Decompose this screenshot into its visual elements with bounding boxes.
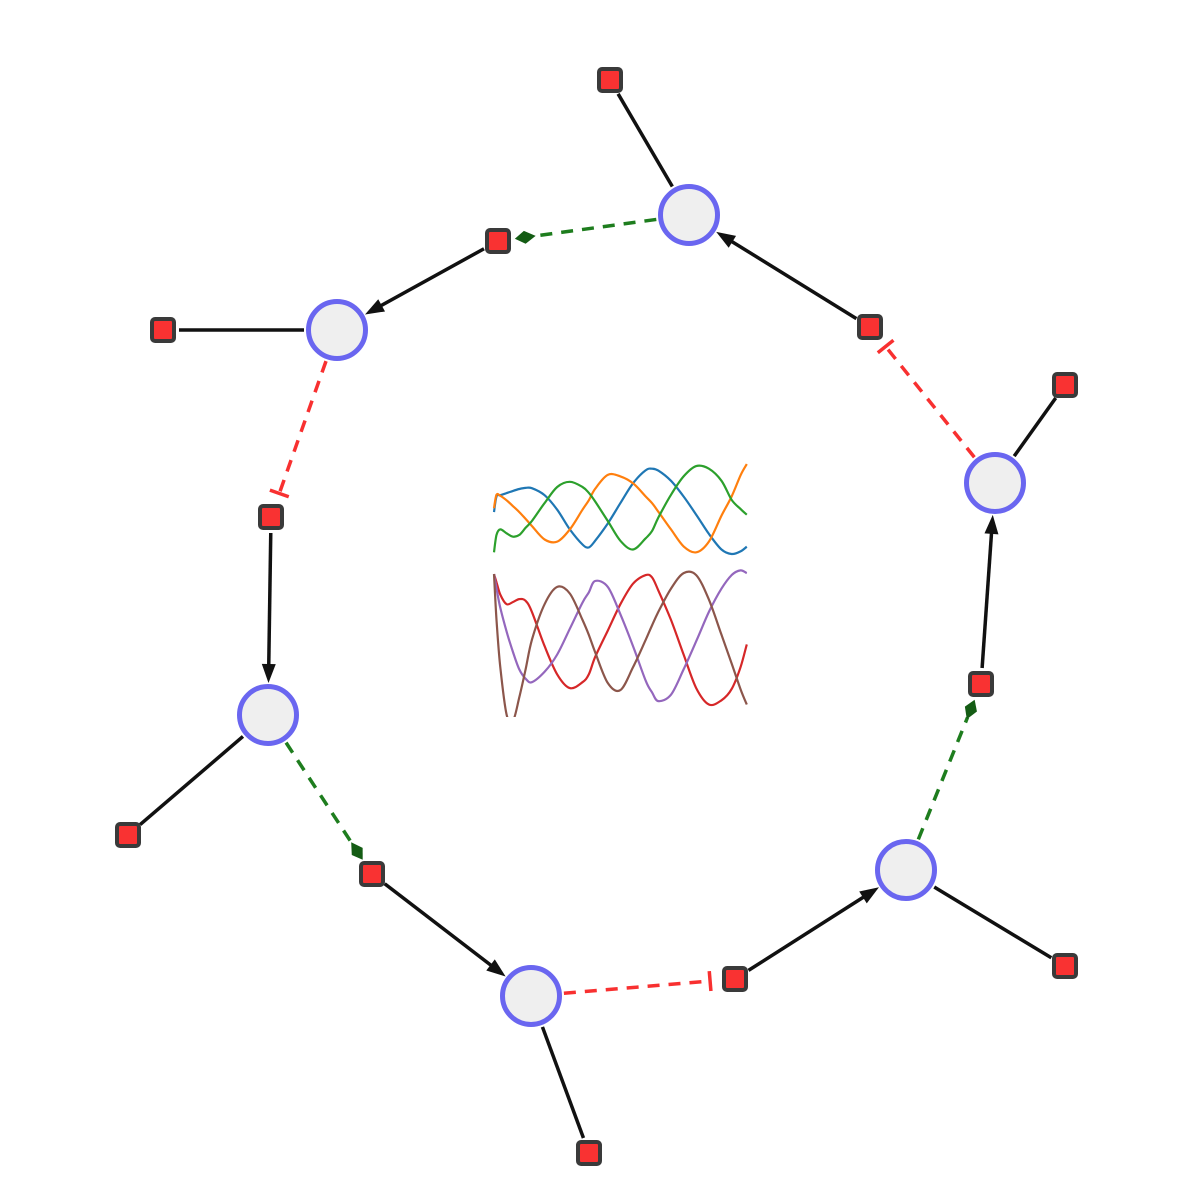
reaction-node-transcription-tetR xyxy=(258,504,284,530)
edge-lacI-mRNA-to-translation-lacI xyxy=(514,217,657,244)
arrowhead-icon xyxy=(365,299,386,315)
reaction-node-deg-lacI-transcripts xyxy=(597,67,623,93)
inhibition-tbar-icon xyxy=(876,338,895,355)
edge-translation-tetR-to-tetR-protein xyxy=(383,882,506,977)
edge-lacI-protein-to-transcription-tetR xyxy=(269,360,328,499)
species-node-tetR-protein xyxy=(500,965,562,1027)
series-PZ-line xyxy=(492,464,748,553)
reaction-node-deg-tetR-transcripts xyxy=(115,822,141,848)
edge-tetR-protein-to-deg-tetR xyxy=(540,1026,586,1139)
edge-cI-protein-to-deg-CI xyxy=(1012,397,1058,458)
edge-translation-lacI-to-lacI-protein xyxy=(365,247,485,315)
edge-transcription-tetR-to-tetR-mRNA xyxy=(261,532,276,684)
edge-transcription-lacI-to-lacI-mRNA xyxy=(716,231,858,321)
reaction-node-translation-tetR xyxy=(359,861,385,887)
series-Y-line xyxy=(492,569,748,703)
species-node-tetR-mRNA xyxy=(237,684,299,746)
edge-cI-protein-to-transcription-lacI xyxy=(876,338,976,459)
reaction-node-translation-CI xyxy=(968,671,994,697)
reaction-node-transcription-CI xyxy=(722,966,748,992)
inhibition-tbar-icon xyxy=(707,970,713,992)
species-node-lacI-mRNA xyxy=(658,184,720,246)
edge-tetR-protein-to-transcription-CI xyxy=(563,970,713,996)
edge-lacI-mRNA-to-deg-lacI-transcripts xyxy=(616,92,674,188)
species-node-cI-mRNA xyxy=(875,839,937,901)
modifier-arrowhead-icon xyxy=(351,842,363,860)
species-node-cI-protein xyxy=(964,452,1026,514)
series-PX-line xyxy=(492,467,748,556)
series-X-line xyxy=(492,573,748,707)
edge-tetR-mRNA-to-deg-tetR-transcripts xyxy=(139,735,245,826)
modifier-arrowhead-icon xyxy=(514,230,536,244)
reaction-node-transcription-lacI xyxy=(857,314,883,340)
edge-transcription-CI-to-cI-mRNA xyxy=(747,887,880,972)
arrowhead-icon xyxy=(486,959,506,977)
edge-translation-CI-to-cI-protein xyxy=(980,514,999,669)
reaction-node-deg-tetR xyxy=(576,1140,602,1166)
modifier-arrowhead-icon xyxy=(964,699,977,720)
reaction-node-deg-CI-transcripts xyxy=(1052,953,1078,979)
reaction-node-deg-CI xyxy=(1052,372,1078,398)
arrowhead-icon xyxy=(716,231,737,248)
edge-cI-mRNA-to-translation-CI xyxy=(916,699,977,841)
species-node-lacI-protein xyxy=(306,299,368,361)
edge-tetR-mRNA-to-translation-tetR xyxy=(284,741,363,860)
arrowhead-icon xyxy=(859,887,880,904)
inhibition-tbar-icon xyxy=(269,488,290,499)
series-Z-line xyxy=(492,570,748,717)
series-PY-line xyxy=(492,463,748,554)
arrowhead-icon xyxy=(984,514,999,535)
edge-cI-mRNA-to-deg-CI-transcripts xyxy=(933,885,1053,960)
reaction-node-translation-lacI xyxy=(485,228,511,254)
inset-chart xyxy=(483,447,758,717)
edges-layer xyxy=(139,92,1058,1139)
reaction-node-deg-lacI xyxy=(150,317,176,343)
arrowhead-icon xyxy=(261,663,276,684)
